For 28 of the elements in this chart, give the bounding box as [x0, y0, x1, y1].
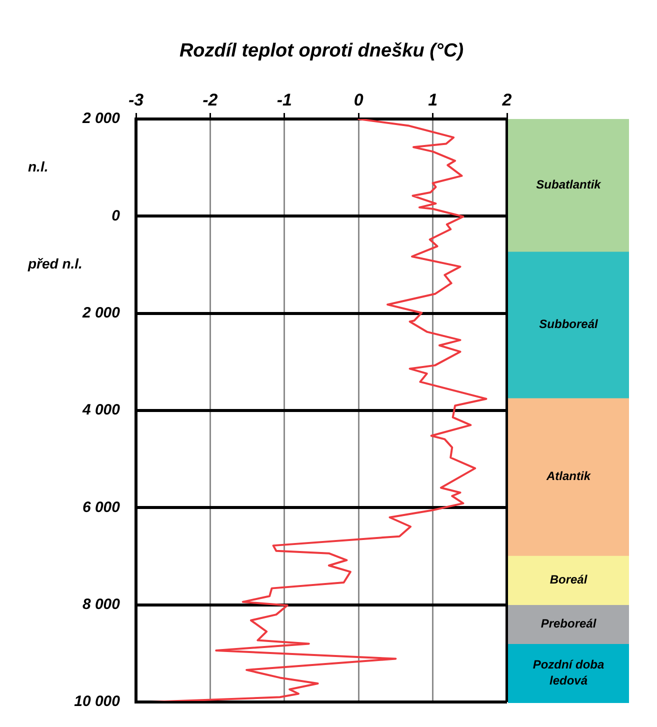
x-tick-label: -2: [202, 90, 218, 110]
series-label: Preboreál: [540, 616, 597, 630]
x-tick-label: 1: [428, 90, 438, 110]
x-tick-label: -3: [128, 90, 144, 110]
y-tick-label: 6 000: [82, 498, 121, 516]
y-tick-label: 8 000: [82, 596, 121, 613]
bar: [508, 251, 629, 398]
x-tick-label: -1: [276, 90, 292, 110]
series-label: Subboreál: [539, 316, 598, 331]
text: n.l.: [28, 158, 48, 174]
bar: [508, 604, 629, 644]
y-tick-label: 2 000: [81, 110, 121, 128]
text: před n.l.: [27, 256, 82, 272]
y-tick-label: 4 000: [81, 402, 121, 419]
bar: [508, 643, 629, 703]
bar: [508, 398, 629, 556]
y-tick-label: 0: [112, 207, 121, 224]
bar: [508, 555, 629, 606]
y-tick-label: 10 000: [74, 693, 121, 710]
series-label: Subatlantik: [536, 178, 602, 192]
series-label: Pozdní doba ledová: [532, 658, 604, 688]
series-label: Boreál: [550, 572, 588, 586]
series-label: Atlantik: [545, 469, 592, 484]
x-tick-label: 0: [354, 90, 364, 110]
x-axis-title: Rozdíl teplot oproti dnešku (°C): [179, 40, 464, 62]
y-tick-label: 2 000: [81, 304, 121, 322]
x-tick-label: 2: [501, 90, 512, 110]
bar: [508, 119, 629, 252]
